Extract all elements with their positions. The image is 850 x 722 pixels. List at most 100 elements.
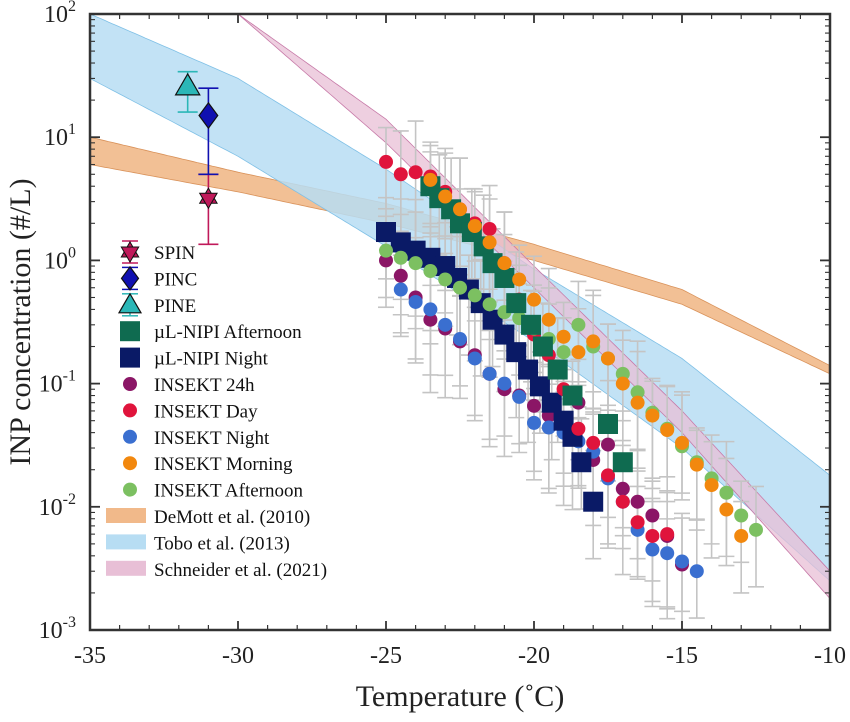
errorbar-insekt-afternoon — [407, 211, 424, 330]
point-insekt-morning — [556, 329, 571, 344]
legend-marker — [123, 456, 137, 471]
point-insekt-night — [423, 302, 438, 317]
point-l-nipi-afternoon — [547, 359, 568, 380]
point-insekt-24h — [423, 312, 438, 327]
point-insekt-afternoon — [467, 288, 482, 303]
legend-marker — [123, 377, 137, 391]
point-l-nipi-night — [583, 491, 604, 512]
point-insekt-morning — [423, 172, 438, 187]
y-axis-title: INP concentration (#/L) — [4, 178, 37, 465]
point-insekt-morning — [497, 256, 512, 271]
point-insekt-morning — [438, 189, 453, 204]
legend-item-insekt-day: INSEKT Day — [123, 401, 258, 422]
point-insekt-morning — [467, 219, 482, 234]
point-insekt-afternoon — [482, 297, 497, 312]
y-tick-base: 10 — [44, 125, 68, 151]
x-axis-title: Temperature (˚C) — [356, 680, 565, 713]
point-insekt-afternoon — [615, 366, 630, 381]
point-insekt-morning — [615, 376, 630, 391]
legend-marker — [123, 429, 137, 444]
point-insekt-night — [408, 294, 423, 309]
errorbar-insekt-night — [674, 517, 690, 630]
point-l-nipi-afternoon — [494, 267, 515, 288]
point-insekt-morning — [527, 292, 541, 307]
legend-marker — [123, 482, 137, 497]
point-l-nipi-night — [506, 342, 527, 363]
point-insekt-day — [571, 421, 586, 436]
plot-frame — [88, 12, 832, 632]
point-l-nipi-night — [571, 452, 592, 473]
point-insekt-day — [379, 154, 393, 169]
point-insekt-morning — [482, 235, 497, 250]
point-insekt-morning — [541, 312, 556, 327]
point-insekt-24h — [630, 494, 645, 509]
point-insekt-afternoon — [438, 272, 453, 287]
point-insekt-night — [541, 420, 556, 435]
point-insekt-morning — [630, 395, 645, 410]
point-insekt-24h — [645, 508, 660, 523]
legend-item-l-nipi-night: µL-NIPI Night — [120, 347, 269, 370]
point-insekt-night — [527, 415, 541, 430]
y-tick-label: 102 — [44, 0, 76, 28]
point-insekt-morning — [660, 423, 675, 438]
point-pine — [174, 72, 201, 96]
point-insekt-day — [408, 165, 423, 180]
legend-swatch — [106, 508, 146, 523]
y-tick-label: 10-2 — [39, 491, 76, 521]
point-insekt-night — [438, 317, 453, 332]
legend-item-insekt-afternoon: INSEKT Afternoon — [123, 481, 303, 502]
y-tick-exponent: 0 — [68, 244, 76, 261]
point-insekt-morning — [689, 457, 704, 472]
point-l-nipi-afternoon — [521, 314, 542, 335]
legend-item-insekt-night: INSEKT Night — [123, 428, 270, 449]
y-tick-base: 10 — [44, 248, 68, 274]
point-insekt-day — [630, 515, 645, 530]
legend-marker — [120, 241, 140, 263]
point-l-nipi-night — [529, 376, 550, 397]
point-insekt-morning — [512, 272, 527, 287]
point-insekt-night — [689, 564, 704, 579]
y-tick-label: 10-1 — [39, 368, 76, 398]
x-tick-label: -15 — [666, 643, 698, 669]
point-insekt-day — [615, 494, 630, 509]
point-insekt-afternoon — [749, 522, 763, 537]
point-insekt-night — [645, 542, 660, 557]
legend-marker-tri-b — [120, 246, 140, 263]
x-tick-label: -20 — [518, 643, 550, 669]
point-insekt-afternoon — [630, 385, 645, 400]
legend: SPIN PINC PINE µL-NIPI Afternoon µL-NIPI Nig… — [106, 240, 327, 581]
legend-label: Tobo et al. (2013) — [154, 533, 290, 554]
y-tick-base: 10 — [44, 2, 68, 28]
point-insekt-morning — [734, 528, 749, 543]
legend-label: INSEKT Morning — [154, 454, 293, 475]
point-insekt-night — [453, 332, 467, 347]
point-insekt-morning — [645, 408, 660, 423]
point-pinc — [198, 101, 219, 130]
legend-label: SPIN — [154, 243, 195, 264]
point-insekt-night — [482, 366, 497, 381]
band-tobo-et-al-2013 — [90, 14, 830, 582]
point-insekt-day — [645, 528, 660, 543]
y-tick-exponent: -1 — [63, 368, 76, 385]
legend-label: PINE — [154, 296, 196, 317]
errorbar-insekt-afternoon — [659, 384, 676, 503]
y-tick-exponent: -3 — [63, 614, 76, 631]
point-l-nipi-night — [518, 359, 539, 380]
point-insekt-night — [497, 376, 512, 391]
point-insekt-day — [482, 221, 497, 236]
legend-item-schneider-et-al-2021: Schneider et al. (2021) — [106, 560, 327, 581]
y-tick-label: 100 — [44, 244, 76, 274]
y-tick-base: 10 — [39, 618, 63, 644]
point-insekt-night — [512, 389, 527, 404]
x-tick-label: -35 — [74, 643, 106, 669]
y-tick-base: 10 — [39, 495, 63, 521]
x-tick-label: -10 — [814, 643, 846, 669]
point-l-nipi-afternoon — [598, 413, 618, 434]
point-insekt-24h — [379, 253, 393, 268]
legend-item-l-nipi-afternoon: µL-NIPI Afternoon — [120, 321, 302, 343]
legend-marker — [117, 292, 143, 314]
point-l-nipi-afternoon — [612, 452, 633, 473]
legend-item-insekt-24h: INSEKT 24h — [123, 375, 255, 396]
